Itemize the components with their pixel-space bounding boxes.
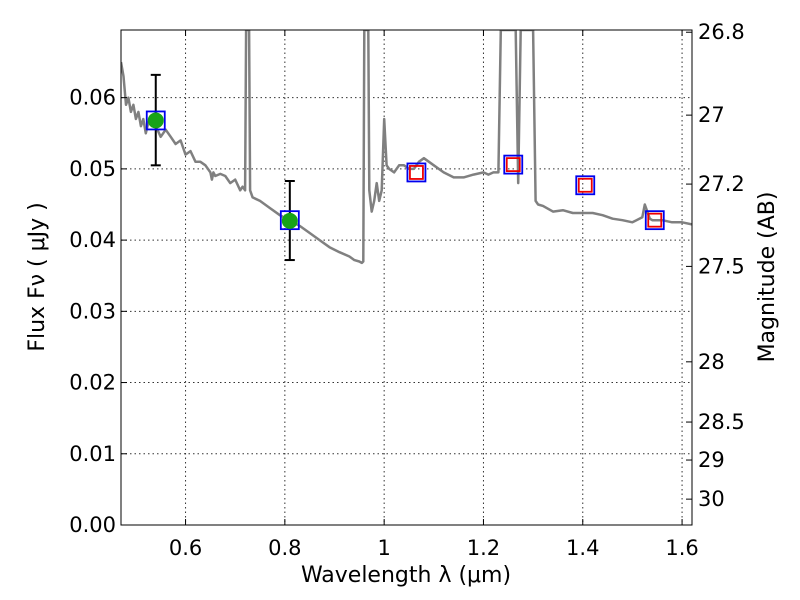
model-photometry-marker: [145, 110, 166, 131]
x-tick-label: 0.6: [169, 536, 202, 560]
magnitude-tick-label: 29: [698, 448, 725, 472]
x-tick-label: 1.6: [665, 536, 698, 560]
x-axis-title: Wavelength λ (μm): [301, 563, 511, 588]
magnitude-tick-label: 27.5: [698, 254, 745, 278]
model-photometry-marker: [279, 210, 300, 231]
magnitude-tick-label: 28.5: [698, 410, 745, 434]
upper-limit-marker: [577, 177, 593, 193]
model-photometry-marker: [406, 162, 427, 183]
y-axis-title-right: Magnitude (AB): [755, 192, 780, 363]
upper-limit-marker: [647, 212, 663, 228]
y-tick-label: 0.06: [69, 86, 116, 110]
x-tick-label: 1.2: [467, 536, 500, 560]
spectrum-line: [121, 30, 692, 265]
model-photometry-marker: [503, 154, 524, 175]
grid-layer: [121, 30, 692, 525]
tick-layer: 0.6 0.8 1 1.2 1.4 1.6 0.00 0.01 0.02 0.03 0.04 0.05…: [69, 20, 745, 560]
magnitude-tick-label: 26.8: [698, 20, 745, 44]
x-tick-label: 1.4: [566, 536, 599, 560]
y-tick-label: 0.02: [69, 371, 116, 395]
magnitude-tick-label: 30: [698, 487, 725, 511]
model-photometry-marker: [644, 210, 665, 231]
plot-frame: [120, 29, 693, 526]
magnitude-tick-label: 27.2: [698, 172, 745, 196]
y-axis-title-left: Flux Fν ( μJy ): [25, 202, 50, 351]
x-tick-label: 0.8: [268, 536, 301, 560]
observed-point: [281, 212, 298, 229]
plot-layer: [121, 30, 692, 265]
magnitude-tick-label: 28: [698, 350, 725, 374]
observed-point: [147, 112, 164, 129]
magnitude-tick-label: 27: [698, 103, 725, 127]
y-tick-label: 0.04: [69, 228, 116, 252]
y-tick-label: 0.01: [69, 442, 116, 466]
upper-limit-marker: [409, 165, 424, 180]
x-tick-label: 1: [377, 536, 390, 560]
y-tick-label: 0.00: [69, 513, 116, 537]
upper-limit-marker: [505, 157, 521, 173]
model-photometry-marker: [575, 175, 596, 196]
y-tick-label: 0.05: [69, 157, 116, 181]
y-tick-label: 0.03: [69, 299, 116, 323]
